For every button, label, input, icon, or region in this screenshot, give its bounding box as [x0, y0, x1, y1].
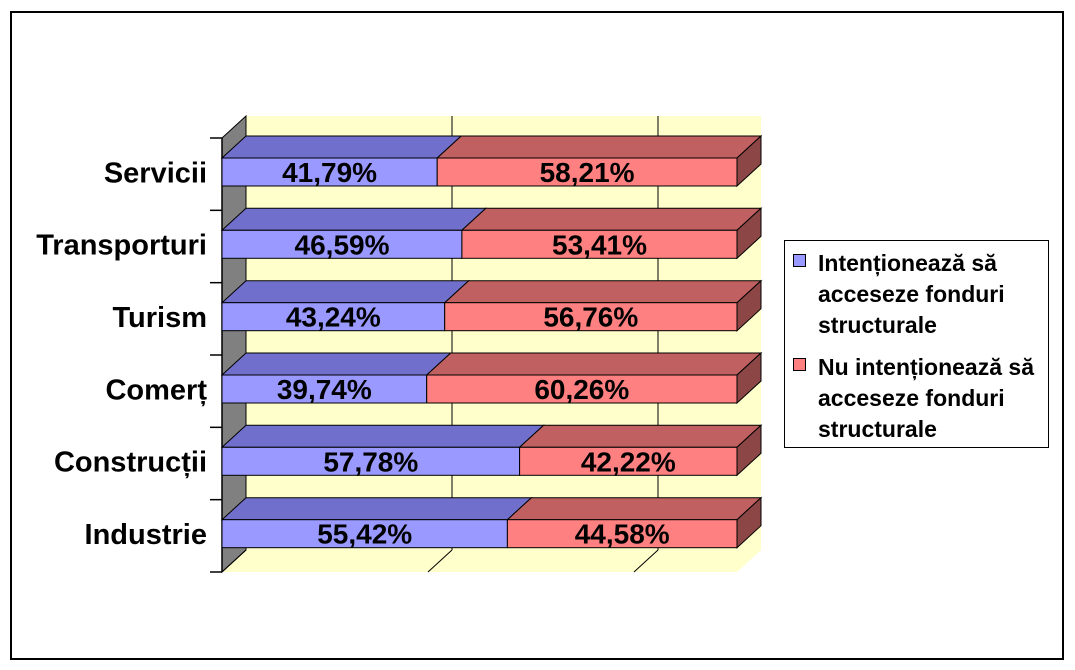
bar-servicii-series-2-top: [435, 135, 763, 159]
legend-item-nu-intentioneaza: Nu intenționează să acceseze fonduri str…: [793, 352, 1044, 445]
bar-comert-series-2-side: [736, 351, 762, 405]
legend-swatch-nu-intentioneaza: [793, 358, 806, 371]
bar-industrie: [220, 496, 763, 549]
bar-transporturi-series-1-front: [221, 229, 463, 259]
bar-comert-series-2-top: [425, 352, 763, 376]
bar-constructii-series-1-top: [220, 424, 545, 448]
bar-industrie-series-2-top: [506, 497, 763, 521]
bar-comert-series-1-top: [220, 352, 452, 376]
bar-servicii-series-2-side: [736, 134, 762, 188]
category-label-turism: Turism: [112, 302, 207, 334]
bar-turism-series-1-top: [220, 280, 470, 304]
bar-servicii: [220, 134, 763, 188]
bar-transporturi-series-2-top: [460, 207, 763, 231]
bar-transporturi-series-1-top: [220, 207, 488, 231]
bar-transporturi-series-2-side: [736, 207, 762, 260]
data-label-transporturi-series-2: 53,41%: [552, 229, 647, 260]
bar-constructii-series-1-front: [221, 446, 521, 476]
bar-industrie-series-2-front: [506, 519, 738, 549]
bar-turism-series-2-top: [443, 280, 763, 304]
legend-item-intentioneaza: Intenționează să acceseze fonduri struct…: [793, 248, 1044, 341]
bar-servicii-series-1-front: [221, 157, 438, 187]
bar-transporturi-series-2-front: [461, 229, 738, 259]
data-label-servicii-series-1: 41,79%: [282, 157, 377, 188]
data-label-constructii-series-2: 42,22%: [581, 446, 676, 477]
bar-constructii-series-2-top: [518, 424, 763, 448]
legend-swatch-intentioneaza: [793, 254, 806, 267]
data-label-turism-series-1: 43,24%: [286, 302, 381, 333]
data-label-turism-series-2: 56,76%: [543, 302, 638, 333]
bar-constructii: [220, 424, 763, 477]
plot-back-wall: [246, 116, 761, 550]
value-gridlines: [221, 116, 659, 573]
data-label-industrie-series-1: 55,42%: [317, 519, 412, 550]
bar-comert-series-2-front: [426, 374, 738, 404]
bar-turism-series-2-front: [444, 302, 738, 332]
data-label-servicii-series-2: 58,21%: [540, 157, 635, 188]
value-gridline-floor-0: [221, 549, 247, 573]
category-label-comert: Comerț: [105, 374, 207, 406]
data-labels: 41,79% 58,21% 46,59% 53,41% 43,24% 56,76% 39,7…: [277, 157, 676, 550]
data-label-comert-series-2: 60,26%: [534, 374, 629, 405]
bar-comert-series-1-front: [221, 374, 428, 404]
value-gridline-floor-40: [427, 549, 453, 573]
bars: [220, 134, 763, 549]
data-label-constructii-series-1: 57,78%: [323, 446, 418, 477]
data-label-transporturi-series-1: 46,59%: [295, 229, 390, 260]
category-label-constructii: Construcții: [54, 447, 207, 479]
category-axis: [210, 137, 223, 573]
category-label-industrie: Industrie: [85, 519, 207, 551]
bar-servicii-series-1-top: [220, 135, 463, 159]
bar-transporturi: [220, 207, 763, 260]
bar-turism-series-2-side: [736, 279, 762, 332]
bar-constructii-series-2-side: [736, 424, 762, 477]
category-label-servicii: Servicii: [104, 157, 207, 189]
legend: Intenționează să acceseze fonduri struct…: [784, 240, 1049, 448]
bar-comert: [220, 351, 763, 405]
category-label-transporturi: Transporturi: [36, 230, 207, 262]
bar-turism: [220, 279, 763, 332]
bar-industrie-series-2-side: [736, 496, 762, 549]
plot-floor: [222, 550, 761, 572]
data-label-industrie-series-2: 44,58%: [575, 519, 670, 550]
legend-label-intentioneaza: Intenționează să acceseze fonduri struct…: [818, 250, 1005, 338]
data-label-comert-series-1: 39,74%: [277, 374, 372, 405]
bar-industrie-series-1-top: [220, 497, 533, 521]
legend-label-nu-intentioneaza: Nu intenționează să acceseze fonduri str…: [818, 354, 1034, 442]
value-gridline-floor-80: [633, 549, 659, 573]
bar-turism-series-1-front: [221, 302, 446, 332]
category-labels: Servicii Transporturi Turism Comerț Construc…: [36, 157, 207, 551]
